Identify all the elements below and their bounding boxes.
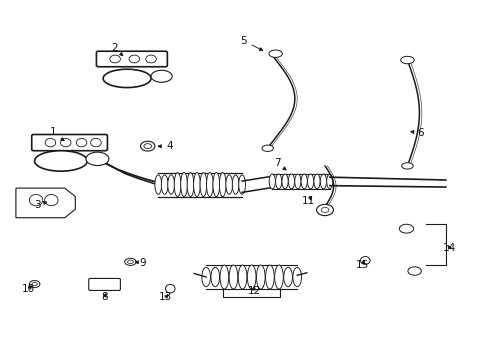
Ellipse shape [288,174,294,189]
Ellipse shape [399,224,413,233]
Text: 12: 12 [247,286,260,296]
Text: 15: 15 [356,260,369,270]
Text: 5: 5 [240,36,262,50]
Ellipse shape [256,265,264,289]
Ellipse shape [86,152,109,166]
Ellipse shape [174,172,181,197]
Ellipse shape [313,174,320,189]
Ellipse shape [316,204,333,216]
Ellipse shape [124,258,136,265]
Ellipse shape [165,284,175,293]
Ellipse shape [292,267,301,287]
Text: 6: 6 [410,129,423,139]
Ellipse shape [268,174,275,189]
Ellipse shape [193,172,200,197]
Ellipse shape [76,138,87,147]
Ellipse shape [219,172,225,197]
Ellipse shape [127,260,133,264]
Ellipse shape [61,138,71,147]
Ellipse shape [44,194,58,206]
FancyBboxPatch shape [96,51,167,67]
Text: 3: 3 [34,200,47,210]
Ellipse shape [206,172,213,197]
Ellipse shape [32,283,37,286]
Ellipse shape [220,265,228,289]
Text: 14: 14 [442,243,455,253]
Ellipse shape [275,174,281,189]
Text: 11: 11 [301,196,314,206]
Ellipse shape [29,280,40,288]
Ellipse shape [129,55,139,63]
Text: 7: 7 [273,158,285,170]
Ellipse shape [145,55,156,63]
Ellipse shape [140,141,155,151]
Ellipse shape [294,174,300,189]
Ellipse shape [321,207,328,212]
Ellipse shape [326,174,332,189]
Ellipse shape [407,267,421,275]
Ellipse shape [301,174,307,189]
Ellipse shape [232,175,239,194]
Text: 1: 1 [49,127,64,141]
Ellipse shape [45,138,56,147]
Ellipse shape [110,55,120,63]
Ellipse shape [265,265,274,289]
Ellipse shape [212,172,219,197]
Ellipse shape [35,151,87,171]
Text: 2: 2 [111,43,122,56]
Text: 4: 4 [158,141,173,152]
Ellipse shape [268,50,282,57]
Text: 10: 10 [22,284,35,294]
Ellipse shape [238,265,246,289]
Ellipse shape [282,174,287,189]
Ellipse shape [320,174,326,189]
Ellipse shape [167,175,174,194]
Ellipse shape [225,175,232,194]
Ellipse shape [200,172,206,197]
Ellipse shape [247,265,256,289]
Text: 9: 9 [135,258,146,268]
Ellipse shape [143,144,151,149]
Ellipse shape [360,257,369,264]
Ellipse shape [262,145,273,152]
FancyBboxPatch shape [32,135,107,151]
Ellipse shape [202,267,210,287]
Ellipse shape [283,267,292,287]
Ellipse shape [29,194,42,206]
Ellipse shape [400,57,413,64]
Ellipse shape [187,172,193,197]
Ellipse shape [401,163,412,169]
Ellipse shape [238,175,245,194]
Polygon shape [16,188,75,218]
Ellipse shape [307,174,313,189]
Ellipse shape [274,265,283,289]
FancyBboxPatch shape [89,278,120,291]
Ellipse shape [229,265,237,289]
Ellipse shape [151,70,172,82]
Ellipse shape [90,138,101,147]
Ellipse shape [161,175,168,194]
Text: 13: 13 [159,292,172,302]
Ellipse shape [103,69,151,87]
Ellipse shape [155,175,161,194]
Ellipse shape [210,267,219,287]
Text: 8: 8 [101,292,108,302]
Ellipse shape [181,172,187,197]
